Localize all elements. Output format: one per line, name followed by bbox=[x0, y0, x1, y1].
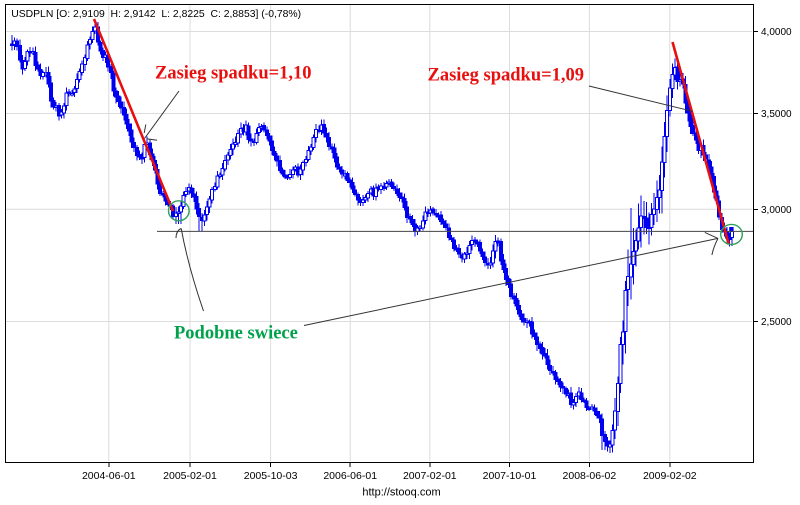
svg-text:3,0000: 3,0000 bbox=[761, 205, 792, 216]
svg-text:http://stooq.com: http://stooq.com bbox=[362, 487, 440, 499]
svg-text:3,5000: 3,5000 bbox=[761, 109, 792, 120]
svg-text:2008-06-02: 2008-06-02 bbox=[563, 470, 617, 482]
svg-text:2007-02-01: 2007-02-01 bbox=[403, 470, 457, 482]
svg-text:2,5000: 2,5000 bbox=[761, 317, 792, 328]
svg-text:2006-06-01: 2006-06-01 bbox=[323, 470, 377, 482]
svg-text:2009-02-02: 2009-02-02 bbox=[643, 470, 697, 482]
svg-text:2004-06-01: 2004-06-01 bbox=[82, 470, 136, 482]
svg-text:2005-10-03: 2005-10-03 bbox=[244, 470, 298, 482]
svg-text:Zasieg spadku=1,09: Zasieg spadku=1,09 bbox=[428, 66, 585, 86]
svg-text:2005-02-01: 2005-02-01 bbox=[163, 470, 217, 482]
svg-text:Zasieg spadku=1,10: Zasieg spadku=1,10 bbox=[155, 64, 312, 84]
svg-text:4,0000: 4,0000 bbox=[761, 27, 792, 38]
svg-text:USDPLN [O: 2,9109 H: 2,9142: USDPLN [O: 2,9109 H: 2,9142 L: 2,8225 C:… bbox=[11, 9, 301, 20]
svg-text:2007-10-01: 2007-10-01 bbox=[483, 470, 537, 482]
svg-text:Podobne swiece: Podobne swiece bbox=[174, 324, 298, 344]
